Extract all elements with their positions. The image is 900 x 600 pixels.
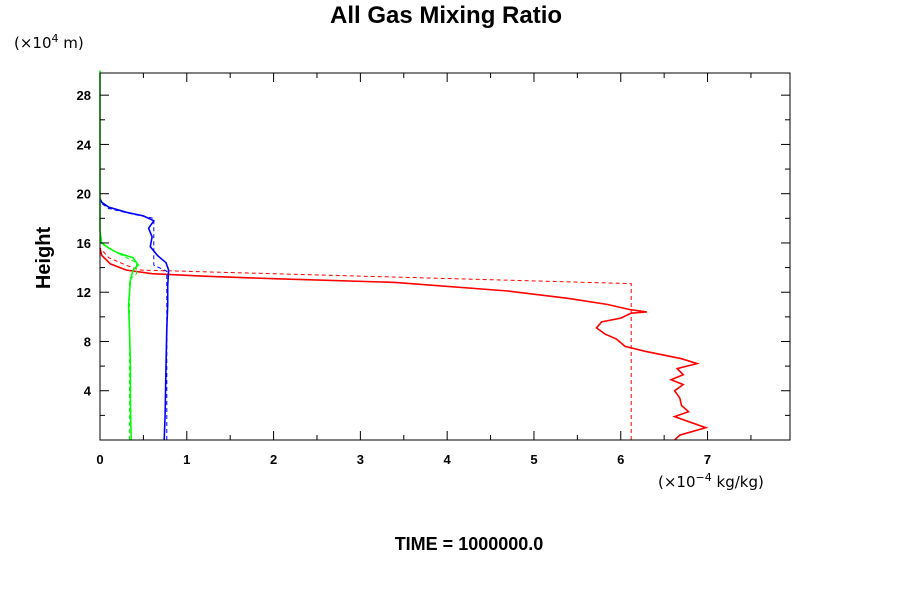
x-unit-label: (×10−4 kg/kg) (658, 471, 764, 491)
x-tick-label: 1 (183, 452, 190, 467)
series-layer (99, 70, 709, 441)
y-unit-prefix: (×10 (14, 34, 52, 52)
series-line-1-solid (99, 247, 709, 441)
y-axis-label: Height (33, 227, 55, 290)
series-line-4-dashed (99, 201, 168, 440)
x-unit-exponent: −4 (696, 471, 712, 484)
series-line-6-dashed (99, 240, 137, 440)
x-tick-label: 0 (96, 452, 103, 467)
x-unit-prefix: (×10 (658, 473, 696, 491)
series-line-5-solid (99, 70, 140, 441)
time-footer: TIME = 1000000.0 (395, 534, 544, 554)
x-tick-label: 3 (357, 452, 364, 467)
y-tick-label: 8 (84, 334, 91, 349)
x-tick-label: 4 (444, 452, 452, 467)
y-tick-label: 20 (77, 187, 91, 202)
x-unit-suffix: kg/kg) (712, 473, 764, 491)
y-unit-suffix: m) (59, 34, 84, 52)
x-tick-label: 5 (530, 452, 537, 467)
y-tick-label: 12 (77, 285, 91, 300)
x-tick-label: 7 (704, 452, 711, 467)
series-line-3-solid (99, 198, 170, 441)
y-unit-label: (×104 m) (14, 32, 84, 52)
series-line-2-dashed (99, 247, 632, 440)
y-tick-label: 28 (77, 88, 91, 103)
x-tick-label: 6 (617, 452, 624, 467)
y-unit-exponent: 4 (52, 32, 59, 45)
y-tick-label: 24 (77, 137, 92, 152)
y-tick-label: 4 (84, 384, 92, 399)
chart-title: All Gas Mixing Ratio (330, 2, 562, 29)
plot-frame (99, 72, 791, 441)
y-tick-label: 16 (77, 236, 91, 251)
x-tick-label: 2 (270, 452, 277, 467)
